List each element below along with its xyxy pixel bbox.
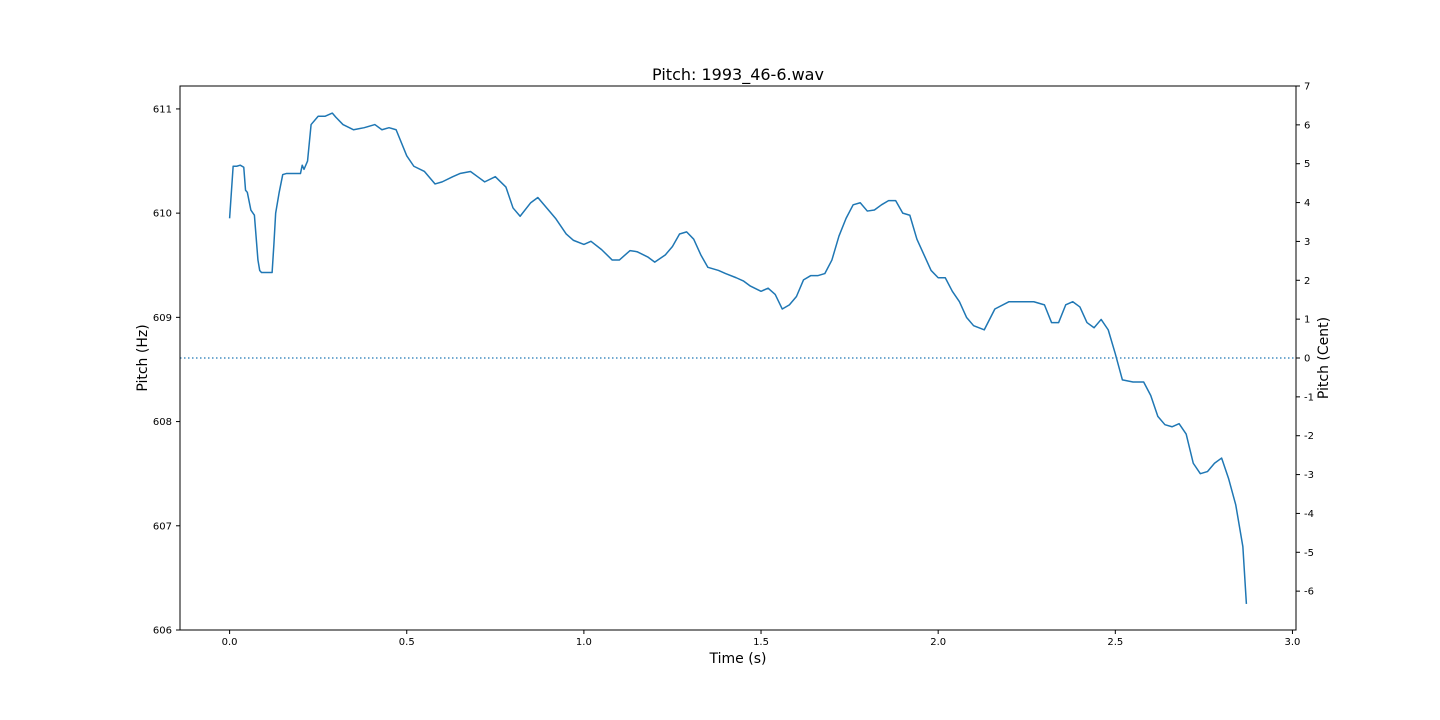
y2-tick-label: 7 (1304, 82, 1310, 93)
x-axis-ticks: 0.0 0.5 1.0 1.5 2.0 2.5 3.0 (222, 630, 1301, 648)
y2-tick-label: -3 (1304, 470, 1314, 481)
y2-axis-ticks: -6 -5 -4 -3 -2 -1 0 1 2 3 4 5 6 7 (1296, 82, 1314, 598)
y-tick-label: 610 (153, 209, 172, 220)
x-tick-label: 2.0 (930, 637, 946, 648)
pitch-series-line (228, 112, 1248, 604)
x-tick-label: 1.5 (753, 637, 769, 648)
y2-tick-label: -2 (1304, 431, 1314, 442)
y2-tick-label: 0 (1304, 354, 1310, 365)
y-tick-label: 608 (153, 417, 172, 428)
y2-axis-label: Pitch (Cent) (1316, 317, 1332, 399)
y2-tick-label: -4 (1304, 509, 1314, 520)
x-tick-label: 0.5 (399, 637, 415, 648)
y-axis-ticks: 606 607 608 609 610 611 (153, 104, 180, 637)
y2-tick-label: -5 (1304, 548, 1314, 559)
x-tick-label: 3.0 (1285, 637, 1301, 648)
y-tick-label: 609 (153, 313, 172, 324)
y-tick-label: 606 (153, 626, 172, 637)
y2-tick-label: -6 (1304, 587, 1314, 598)
y2-tick-label: 1 (1304, 315, 1310, 326)
y2-tick-label: 2 (1304, 276, 1310, 287)
plot-area (180, 112, 1296, 604)
x-axis-label: Time (s) (709, 651, 767, 667)
y2-tick-label: 5 (1304, 159, 1310, 170)
x-tick-label: 0.0 (222, 637, 238, 648)
y-tick-label: 611 (153, 104, 172, 115)
x-tick-label: 1.0 (576, 637, 592, 648)
y-tick-label: 607 (153, 521, 172, 532)
chart-title: Pitch: 1993_46-6.wav (652, 65, 824, 85)
plot-frame (179, 85, 1297, 631)
y-axis-label: Pitch (Hz) (135, 324, 151, 391)
y2-tick-label: 6 (1304, 120, 1310, 131)
x-tick-label: 2.5 (1107, 637, 1123, 648)
y2-tick-label: 3 (1304, 237, 1310, 248)
y2-tick-label: 4 (1304, 198, 1310, 209)
y2-tick-label: -1 (1304, 392, 1314, 403)
